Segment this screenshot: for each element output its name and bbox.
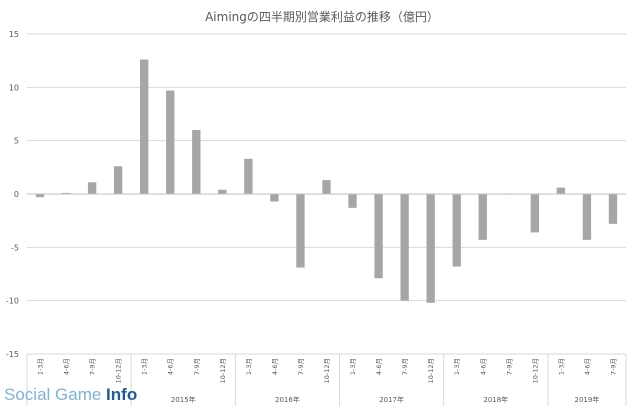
x-tick-label: 10-12月 [427, 358, 435, 383]
watermark-part1: Social Game [4, 385, 107, 404]
bar [270, 194, 279, 202]
bar [478, 194, 487, 240]
x-tick-label: 7-9月 [505, 358, 513, 375]
x-tick-label: 4-6月 [271, 358, 279, 375]
y-tick-label: 5 [14, 137, 19, 146]
x-tick-label: 1-3月 [37, 358, 45, 375]
bar [530, 194, 540, 233]
bar [452, 194, 461, 267]
x-tick-label: 4-6月 [479, 358, 487, 375]
bar [166, 90, 175, 194]
year-group-label: 2017年 [379, 395, 404, 404]
x-tick-label: 1-3月 [453, 358, 461, 375]
y-axis: 15 10 5 0 -5 -10 -15 [6, 30, 19, 359]
bar [192, 130, 201, 194]
bar [582, 194, 592, 240]
bar [35, 194, 45, 198]
x-tick-label: 7-9月 [89, 358, 97, 375]
x-tick-label: 7-9月 [609, 358, 617, 375]
x-tick-label: 10-12月 [115, 358, 123, 383]
year-group-label: 2016年 [275, 395, 300, 404]
x-axis: 1-3月 4-6月 7-9月 10-12月 1-3月 4-6月 7-9月 10-12月 1-3月… [26, 353, 627, 406]
x-tick-label: 10-12月 [531, 358, 539, 383]
y-tick-label: -15 [6, 350, 19, 359]
x-tick-label: 1-3月 [245, 358, 253, 375]
bar [140, 59, 149, 194]
y-tick-label: 10 [9, 83, 19, 92]
bar [348, 194, 357, 208]
bars [35, 59, 618, 303]
y-tick-label: -5 [11, 243, 19, 252]
bar [556, 187, 566, 194]
watermark-part2: Info [106, 385, 138, 404]
x-tick-label: 10-12月 [219, 358, 227, 383]
bar [322, 180, 331, 194]
bar [113, 166, 123, 194]
y-tick-label: -10 [6, 297, 19, 306]
x-tick-label: 1-3月 [557, 358, 565, 375]
bar [87, 182, 97, 194]
y-tick-label: 0 [14, 190, 19, 199]
x-tick-label: 4-6月 [583, 358, 591, 375]
bar [218, 189, 227, 194]
x-tick-label: 7-9月 [297, 358, 305, 375]
x-tick-label: 7-9月 [401, 358, 409, 375]
x-tick-label: 10-12月 [323, 358, 331, 383]
bar [244, 158, 253, 194]
x-tick-label: 4-6月 [167, 358, 175, 375]
x-tick-label: 4-6月 [375, 358, 383, 375]
year-group-label: 2018年 [483, 395, 508, 404]
bar [374, 194, 383, 279]
x-tick-label: 1-3月 [349, 358, 357, 375]
watermark-logo: Social Game Info [4, 385, 137, 409]
year-group-label: 2015年 [171, 395, 196, 404]
chart-title: Aimingの四半期別営業利益の推移（億円） [205, 10, 439, 24]
x-tick-label: 1-3月 [141, 358, 149, 375]
bar [426, 194, 435, 303]
bar [608, 194, 618, 224]
bar [61, 192, 71, 194]
year-group-label: 2019年 [575, 395, 600, 404]
x-tick-label: 4-6月 [63, 358, 71, 375]
y-tick-label: 15 [9, 30, 19, 39]
x-tick-label: 7-9月 [193, 358, 201, 375]
bar [400, 194, 409, 301]
bar [296, 194, 305, 268]
